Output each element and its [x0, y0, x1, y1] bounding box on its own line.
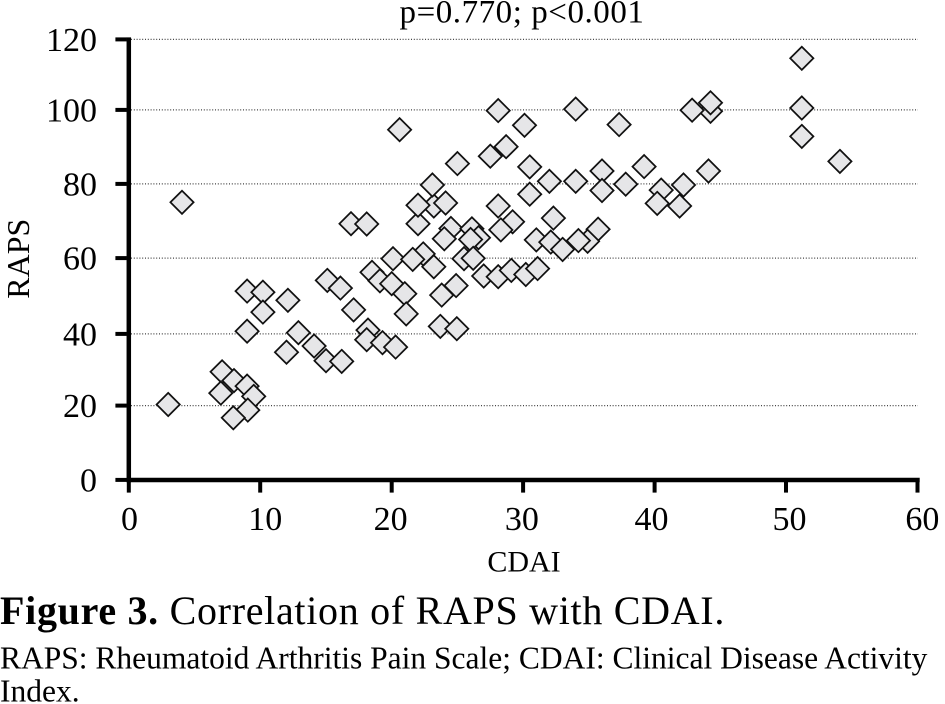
- svg-text:20: 20: [63, 388, 97, 425]
- svg-text:20: 20: [374, 501, 408, 538]
- svg-text:30: 30: [505, 501, 539, 538]
- svg-text:50: 50: [773, 501, 807, 538]
- svg-text:RAPS: RAPS: [0, 219, 36, 299]
- svg-text:0: 0: [80, 462, 97, 499]
- svg-text:60: 60: [905, 501, 939, 538]
- svg-text:40: 40: [635, 501, 669, 538]
- svg-text:100: 100: [46, 92, 97, 129]
- svg-text:Figure 3. Correlation of RAPS: Figure 3. Correlation of RAPS with CDAI.: [0, 588, 725, 633]
- svg-text:40: 40: [63, 316, 97, 353]
- svg-text:0: 0: [121, 501, 138, 538]
- svg-text:RAPS: Rheumatoid Arthritis Pai: RAPS: Rheumatoid Arthritis Pain Scale; C…: [0, 641, 928, 676]
- svg-text:10: 10: [248, 501, 282, 538]
- svg-text:80: 80: [63, 166, 97, 203]
- svg-text:p=0.770; p<0.001: p=0.770; p<0.001: [400, 0, 645, 30]
- svg-text:CDAI: CDAI: [487, 546, 560, 579]
- svg-text:120: 120: [46, 22, 97, 59]
- svg-text:Index.: Index.: [0, 674, 80, 704]
- svg-text:60: 60: [63, 241, 97, 278]
